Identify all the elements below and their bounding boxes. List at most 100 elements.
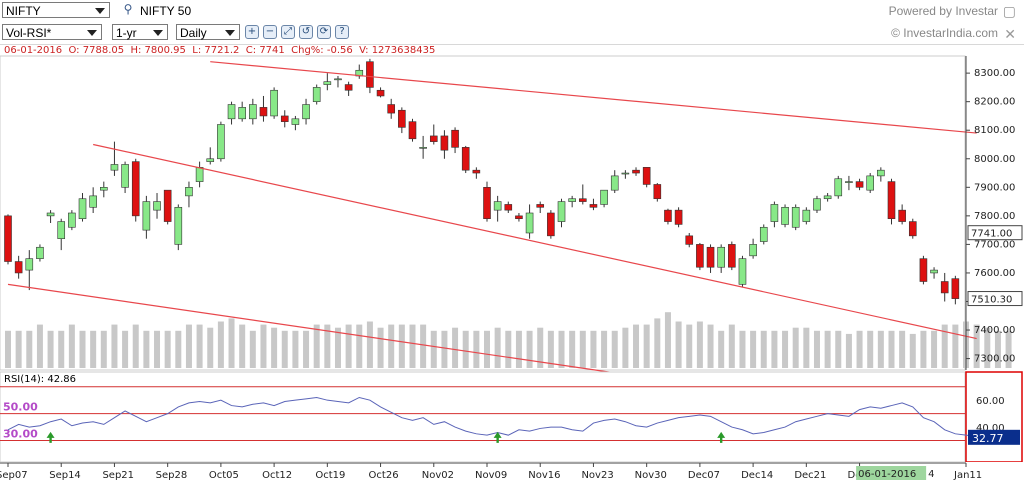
volume-bar	[100, 330, 107, 368]
info-close: 7741	[259, 45, 285, 56]
candle-down	[387, 104, 396, 114]
date-tick-label: Sep28	[156, 470, 188, 481]
cursor-date-box	[856, 466, 927, 480]
candle-up	[270, 89, 278, 117]
volume-bar	[111, 324, 118, 368]
date-tick-label: Oct05	[209, 470, 239, 481]
buy-signal-arrow-icon	[717, 431, 726, 443]
zoom-out-icon[interactable]: −	[263, 25, 277, 39]
rsi-tick-label: 40.00	[976, 423, 1005, 434]
volume-bar	[366, 321, 373, 368]
candle-up	[717, 246, 725, 268]
restore-icon[interactable]: ▢	[1002, 3, 1016, 19]
close-icon[interactable]: ✕	[1004, 26, 1016, 42]
cursor-date-tail: 4	[928, 469, 934, 480]
price-grid	[0, 55, 966, 371]
info-low: 7721.2	[204, 45, 240, 56]
volume-bar	[899, 330, 906, 368]
volume-bar	[622, 327, 629, 368]
interval-select[interactable]: Daily	[176, 24, 240, 40]
candle-up	[25, 258, 34, 271]
candle-up	[68, 212, 76, 228]
price-tick-label: 8000.00	[974, 154, 1015, 165]
candle-down	[706, 246, 715, 268]
candle-up	[759, 226, 768, 242]
candle-down	[408, 121, 417, 140]
candle-up	[813, 198, 821, 211]
candle-up	[334, 78, 342, 81]
candle-up	[121, 164, 129, 188]
volume-bar	[505, 330, 512, 368]
date-tick-label: Nov16	[528, 470, 560, 481]
info-vol-label: V:	[359, 45, 369, 56]
volume-bar	[856, 330, 863, 368]
candle-down	[280, 115, 289, 122]
candle-up	[291, 118, 300, 125]
info-date: 06-01-2016	[4, 45, 63, 56]
chevron-down-icon	[87, 30, 97, 36]
volume-bar	[154, 330, 161, 368]
volume-bar	[473, 330, 480, 368]
candle-up	[323, 81, 332, 85]
candle-down	[440, 135, 449, 151]
price-tick-label: 8300.00	[974, 68, 1015, 79]
volume-bar	[164, 330, 171, 368]
indicator-select-value: Vol-RSI*	[6, 26, 52, 40]
chevron-down-icon	[153, 30, 163, 36]
info-chg: -0.56	[326, 45, 353, 56]
price-tick-label: 8100.00	[974, 125, 1015, 136]
info-vol: 1273638435	[371, 45, 436, 56]
volume-bar	[398, 324, 405, 368]
volume-bar	[909, 333, 916, 368]
candle-up	[100, 187, 108, 191]
candle-up	[238, 107, 246, 120]
ohlc-info: 06-01-2016 O: 7788.05 H: 7800.95 L: 7721…	[4, 45, 435, 56]
rsi-level-label: 30.00	[3, 428, 38, 441]
volume-bar	[15, 330, 22, 368]
volume-bar	[664, 312, 671, 368]
candle-down	[429, 135, 438, 142]
search-icon[interactable]: ⚲	[123, 2, 133, 16]
symbol-select-value: NIFTY	[6, 4, 41, 18]
candle-down	[696, 244, 704, 268]
info-open: 7788.05	[82, 45, 125, 56]
candle-up	[802, 209, 811, 222]
date-tick-label: Sep07	[0, 470, 28, 481]
indicator-select[interactable]: Vol-RSI*	[2, 24, 102, 40]
volume-bar	[68, 324, 75, 368]
price-tag-upper: 7741.00	[971, 229, 1012, 240]
refresh-icon[interactable]: ⟳	[317, 25, 331, 39]
date-tick-label: Nov30	[635, 470, 667, 481]
candle-up	[185, 187, 193, 197]
volume-bar	[601, 330, 608, 368]
zoom-in-icon[interactable]: +	[245, 25, 259, 39]
volume-bar	[26, 330, 33, 368]
volume-bar	[58, 330, 65, 368]
date-tick-label: Sep14	[49, 470, 81, 481]
interval-select-value: Daily	[180, 26, 207, 40]
volume-bar	[526, 330, 533, 368]
candle-up	[557, 201, 566, 222]
candle-down	[908, 221, 917, 237]
symbol-select[interactable]: NIFTY	[2, 2, 110, 18]
volume-bar	[132, 324, 139, 368]
trend-lines	[7, 61, 977, 374]
volume-bar	[388, 324, 395, 368]
help-icon[interactable]: ?	[335, 25, 349, 39]
date-tick-label: Dec07	[688, 470, 720, 481]
volume-bar	[718, 330, 725, 368]
rsi-label: RSI(14): 42.86	[4, 374, 76, 385]
volume-bar	[303, 330, 310, 368]
candlesticks	[4, 58, 960, 305]
candle-up	[834, 178, 843, 197]
volume-bar	[590, 330, 597, 368]
zoom-fit-icon[interactable]: ⤢	[281, 25, 295, 39]
candle-up	[195, 167, 204, 182]
rsi-tick-label: 60.00	[976, 396, 1005, 407]
zoom-reset-icon[interactable]: ↺	[299, 25, 313, 39]
rsi-axis-frame	[965, 371, 1023, 463]
period-select[interactable]: 1-yr	[112, 24, 168, 40]
candle-down	[674, 209, 683, 225]
